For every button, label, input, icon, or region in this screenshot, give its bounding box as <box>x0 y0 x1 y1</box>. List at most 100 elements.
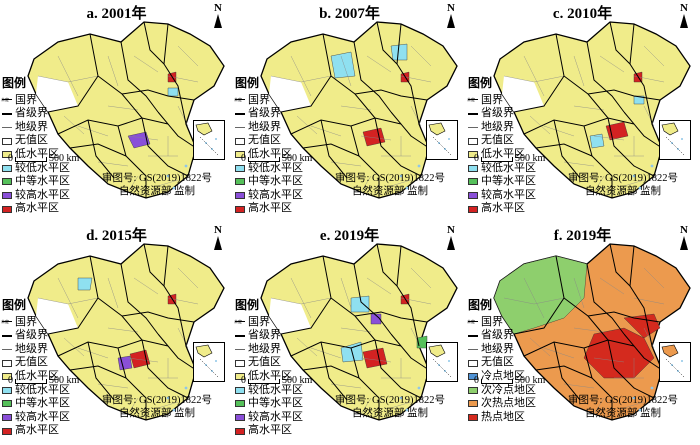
legend-label: 国界 <box>15 93 37 106</box>
prefecture-boundary <box>400 75 432 83</box>
scale-bar: 0 500 km <box>8 375 79 386</box>
china-map <box>27 21 225 199</box>
prefecture-boundary <box>410 267 432 289</box>
region-lower <box>167 87 179 97</box>
legend-label: 地级界 <box>248 342 281 355</box>
scale-zero: 0 <box>241 375 246 386</box>
legend-item: 国界 <box>1 93 70 108</box>
legend-swatch <box>2 427 12 435</box>
legend-swatch <box>467 93 478 107</box>
legend-swatch <box>2 178 12 186</box>
province-boundary <box>587 311 661 323</box>
region-lower <box>633 95 645 105</box>
legend-label: 省级界 <box>248 107 281 120</box>
legend-swatch <box>2 112 12 115</box>
prefecture-boundary <box>340 55 352 87</box>
china-map <box>27 243 225 421</box>
legend-swatch <box>2 164 12 172</box>
south-china-sea-inset <box>193 342 225 382</box>
china-map <box>260 243 458 421</box>
legend-item: 无值区 <box>468 356 536 370</box>
province-boundary <box>143 243 165 287</box>
approval-issuer: 自然资源部 监制 <box>351 186 429 197</box>
legend-item: 高水平区 <box>235 424 303 438</box>
province-boundary <box>320 341 348 401</box>
legend-swatch <box>235 127 245 129</box>
prefecture-boundary <box>133 55 159 73</box>
china-map <box>493 243 691 421</box>
prefecture-boundary <box>643 327 655 349</box>
south-china-sea-inset <box>426 342 458 382</box>
legend-title: 图例 <box>2 298 27 312</box>
legend-label: 低水平区 <box>481 147 525 160</box>
legend-title: 图例 <box>235 298 260 312</box>
legend-swatch <box>2 127 12 129</box>
north-label: N <box>447 224 455 236</box>
scale-text: 500 km <box>282 375 313 386</box>
legend-swatch <box>468 205 478 213</box>
prefecture-boundary <box>77 125 109 137</box>
legend-item: 地级界 <box>2 121 70 135</box>
province-boundary <box>302 143 360 157</box>
legend-label: 国界 <box>248 93 270 106</box>
legend-item: 低水平区 <box>2 370 70 384</box>
legend-swatch <box>468 112 478 115</box>
legend-item: 较低水平区 <box>2 162 70 176</box>
province-boundary <box>302 365 360 379</box>
province-boundary <box>350 125 380 198</box>
prefecture-boundary <box>360 397 372 415</box>
approval-issuer: 自然资源部 监制 <box>118 186 196 197</box>
legend-item: 高水平区 <box>468 202 536 216</box>
scale-bar: 0 500 km <box>474 375 545 386</box>
legend-item: 低水平区 <box>235 148 303 162</box>
legend-label: 省级界 <box>15 107 48 120</box>
scale-line <box>481 157 513 162</box>
legend-label: 中等水平区 <box>15 397 70 410</box>
approval-issuer: 自然资源部 监制 <box>584 408 662 419</box>
legend-item: 中等水平区 <box>235 175 303 189</box>
prefecture-boundary <box>296 337 318 357</box>
island <box>184 386 188 390</box>
legend-swatch <box>468 164 478 172</box>
prefecture-boundary <box>623 401 645 409</box>
prefecture-boundary <box>390 179 412 187</box>
approval-note: 审图号: GS(2019)1822号 自然资源部 监制 <box>315 172 465 198</box>
island <box>638 408 642 412</box>
prefecture-boundary <box>340 327 372 333</box>
prefecture-boundary <box>77 347 109 359</box>
province-boundary <box>390 333 430 371</box>
prefecture-boundary <box>529 115 551 135</box>
prefecture-boundary <box>410 45 432 67</box>
province-boundary <box>535 365 593 379</box>
approval-number: 审图号: GS(2019)1822号 <box>568 173 678 184</box>
north-arrow-icon: N <box>677 2 691 28</box>
prefecture-boundary <box>573 327 605 333</box>
legend-label: 地级界 <box>15 342 48 355</box>
legend-item: 较高水平区 <box>2 189 70 203</box>
legend-swatch <box>235 349 245 351</box>
legend-label: 无值区 <box>248 356 281 369</box>
legend: 图例国界省级界地级界无值区低水平区较低水平区中等水平区较高水平区高水平区 <box>234 298 303 438</box>
island <box>166 396 170 400</box>
legend-swatch <box>467 315 478 329</box>
legend: 图例国界省级界地级界无值区低水平区较低水平区中等水平区较高水平区高水平区 <box>467 76 536 216</box>
legend-swatch <box>235 151 245 159</box>
province-boundary <box>553 119 581 179</box>
legend-item: 省级界 <box>468 329 536 343</box>
province-boundary <box>47 75 99 113</box>
prefecture-boundary <box>573 277 585 309</box>
legend-swatch <box>2 137 12 145</box>
scale-line <box>248 379 280 384</box>
prefecture-boundary <box>107 105 139 111</box>
north-label: N <box>214 2 222 14</box>
province-boundary <box>163 23 187 125</box>
legend-title: 图例 <box>468 298 493 312</box>
legend-item: 无值区 <box>2 134 70 148</box>
prefecture-boundary <box>296 115 318 135</box>
province-boundary <box>163 245 187 347</box>
prefecture-boundary <box>643 105 655 127</box>
legend-label: 较低水平区 <box>248 161 303 174</box>
province-boundary <box>583 347 613 420</box>
province-boundary <box>141 339 189 399</box>
province-boundary <box>609 21 631 65</box>
